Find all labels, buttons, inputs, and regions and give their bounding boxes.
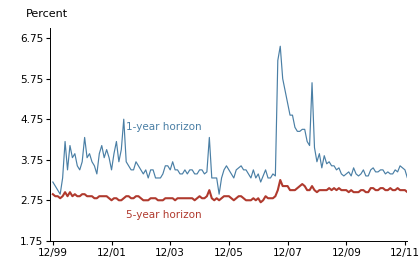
Text: 1-year horizon: 1-year horizon <box>126 122 202 132</box>
Text: Percent: Percent <box>25 10 68 20</box>
Text: 5-year horizon: 5-year horizon <box>126 210 202 220</box>
